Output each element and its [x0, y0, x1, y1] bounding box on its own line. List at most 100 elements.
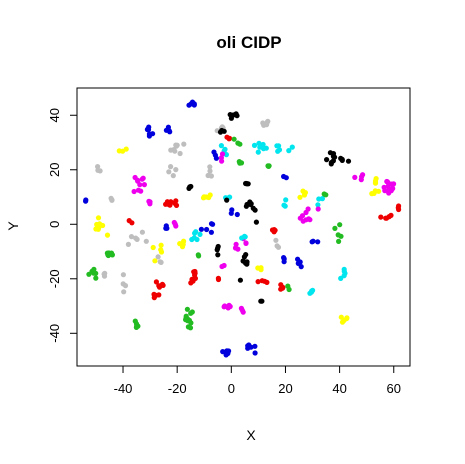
- data-point-blue: [198, 226, 204, 232]
- data-point-cyan: [286, 148, 292, 154]
- data-point-gray: [207, 168, 213, 174]
- data-point-magenta: [358, 177, 364, 183]
- data-point-green: [184, 306, 190, 312]
- data-point-blue: [309, 239, 315, 245]
- data-point-red: [278, 282, 284, 288]
- data-point-blue: [281, 256, 287, 262]
- data-point-green: [187, 325, 194, 331]
- data-point-gray: [120, 281, 126, 287]
- data-point-yellow: [104, 232, 111, 238]
- data-point-blue: [146, 131, 152, 137]
- data-point-yellow: [369, 191, 375, 197]
- data-point-red: [153, 279, 159, 285]
- data-point-gray: [108, 195, 114, 201]
- data-point-black: [250, 205, 256, 211]
- data-point-magenta: [360, 172, 366, 178]
- x-tick-label: 0: [228, 381, 235, 396]
- data-point-magenta: [140, 175, 146, 181]
- data-point-black: [215, 252, 221, 258]
- data-point-blue: [188, 101, 194, 107]
- data-point-black: [248, 201, 254, 207]
- data-point-gray: [173, 167, 179, 173]
- data-point-black: [224, 197, 230, 203]
- data-point-red: [259, 278, 265, 284]
- y-tick-label: 0: [47, 221, 62, 228]
- y-tick-label: -20: [47, 269, 62, 288]
- data-point-blue: [298, 264, 304, 270]
- data-point-cyan: [315, 202, 321, 208]
- data-points: [83, 99, 402, 358]
- data-point-green: [189, 309, 195, 315]
- data-point-gray: [207, 164, 213, 170]
- data-point-red: [192, 275, 198, 281]
- data-point-red: [396, 203, 402, 209]
- x-axis-label: X: [246, 427, 256, 443]
- data-point-magenta: [141, 182, 147, 188]
- data-point-black: [244, 201, 250, 208]
- data-point-gray: [125, 241, 131, 247]
- data-point-yellow: [338, 314, 344, 320]
- data-point-cyan: [256, 140, 262, 146]
- data-point-black: [214, 247, 220, 253]
- data-point-red: [255, 279, 261, 285]
- data-point-magenta: [382, 188, 388, 194]
- data-point-black: [338, 155, 344, 161]
- data-point-red: [269, 227, 276, 233]
- data-point-magenta: [135, 187, 142, 193]
- data-point-green: [133, 324, 139, 330]
- data-point-black: [187, 184, 193, 190]
- data-point-yellow: [200, 195, 207, 201]
- data-point-cyan: [289, 144, 295, 150]
- data-point-magenta: [225, 304, 231, 310]
- data-point-red: [172, 200, 178, 206]
- data-point-cyan: [251, 142, 258, 148]
- data-point-cyan: [218, 143, 224, 149]
- data-point-gray: [128, 234, 135, 240]
- data-point-cyan: [276, 143, 282, 149]
- y-axis-label: Y: [5, 221, 21, 231]
- data-point-magenta: [384, 179, 391, 185]
- data-point-magenta: [315, 206, 321, 212]
- data-point-black: [243, 260, 249, 266]
- data-point-green: [86, 271, 92, 277]
- x-tick-label: 20: [278, 381, 292, 396]
- data-point-cyan: [192, 230, 198, 236]
- data-point-gray: [168, 164, 174, 170]
- data-point-gray: [275, 244, 282, 250]
- data-point-yellow: [207, 192, 213, 198]
- x-axis: -40 -20 0 20 40 60: [114, 365, 401, 396]
- data-point-yellow: [116, 148, 122, 154]
- data-point-magenta: [218, 155, 224, 161]
- data-point-blue: [234, 211, 240, 218]
- data-point-gray: [95, 167, 101, 173]
- data-point-blue: [166, 128, 172, 134]
- x-tick-label: -40: [114, 381, 133, 396]
- data-point-green: [337, 222, 343, 228]
- data-point-black: [330, 153, 336, 159]
- data-point-green: [332, 225, 338, 231]
- data-point-green: [196, 253, 202, 259]
- chart-title: oli CIDP: [216, 33, 281, 52]
- data-point-blue: [252, 343, 258, 349]
- data-point-cyan: [341, 273, 347, 279]
- data-point-red: [378, 214, 384, 220]
- data-point-yellow: [255, 265, 261, 271]
- data-point-gray: [166, 169, 172, 175]
- data-point-blue: [83, 197, 89, 203]
- data-point-green: [105, 252, 111, 258]
- data-point-yellow: [372, 188, 379, 194]
- data-point-cyan: [283, 197, 289, 203]
- data-point-yellow: [95, 225, 101, 231]
- data-point-green: [336, 238, 342, 244]
- data-point-cyan: [319, 196, 325, 202]
- data-point-magenta: [390, 181, 396, 187]
- data-point-yellow: [301, 192, 308, 198]
- data-point-magenta: [137, 182, 143, 188]
- data-point-black: [253, 219, 259, 225]
- data-point-magenta: [386, 188, 392, 194]
- y-tick-label: -40: [47, 324, 62, 343]
- data-point-blue: [164, 225, 170, 231]
- data-point-cyan: [309, 288, 315, 294]
- data-point-blue: [145, 127, 152, 133]
- data-point-green: [236, 159, 242, 165]
